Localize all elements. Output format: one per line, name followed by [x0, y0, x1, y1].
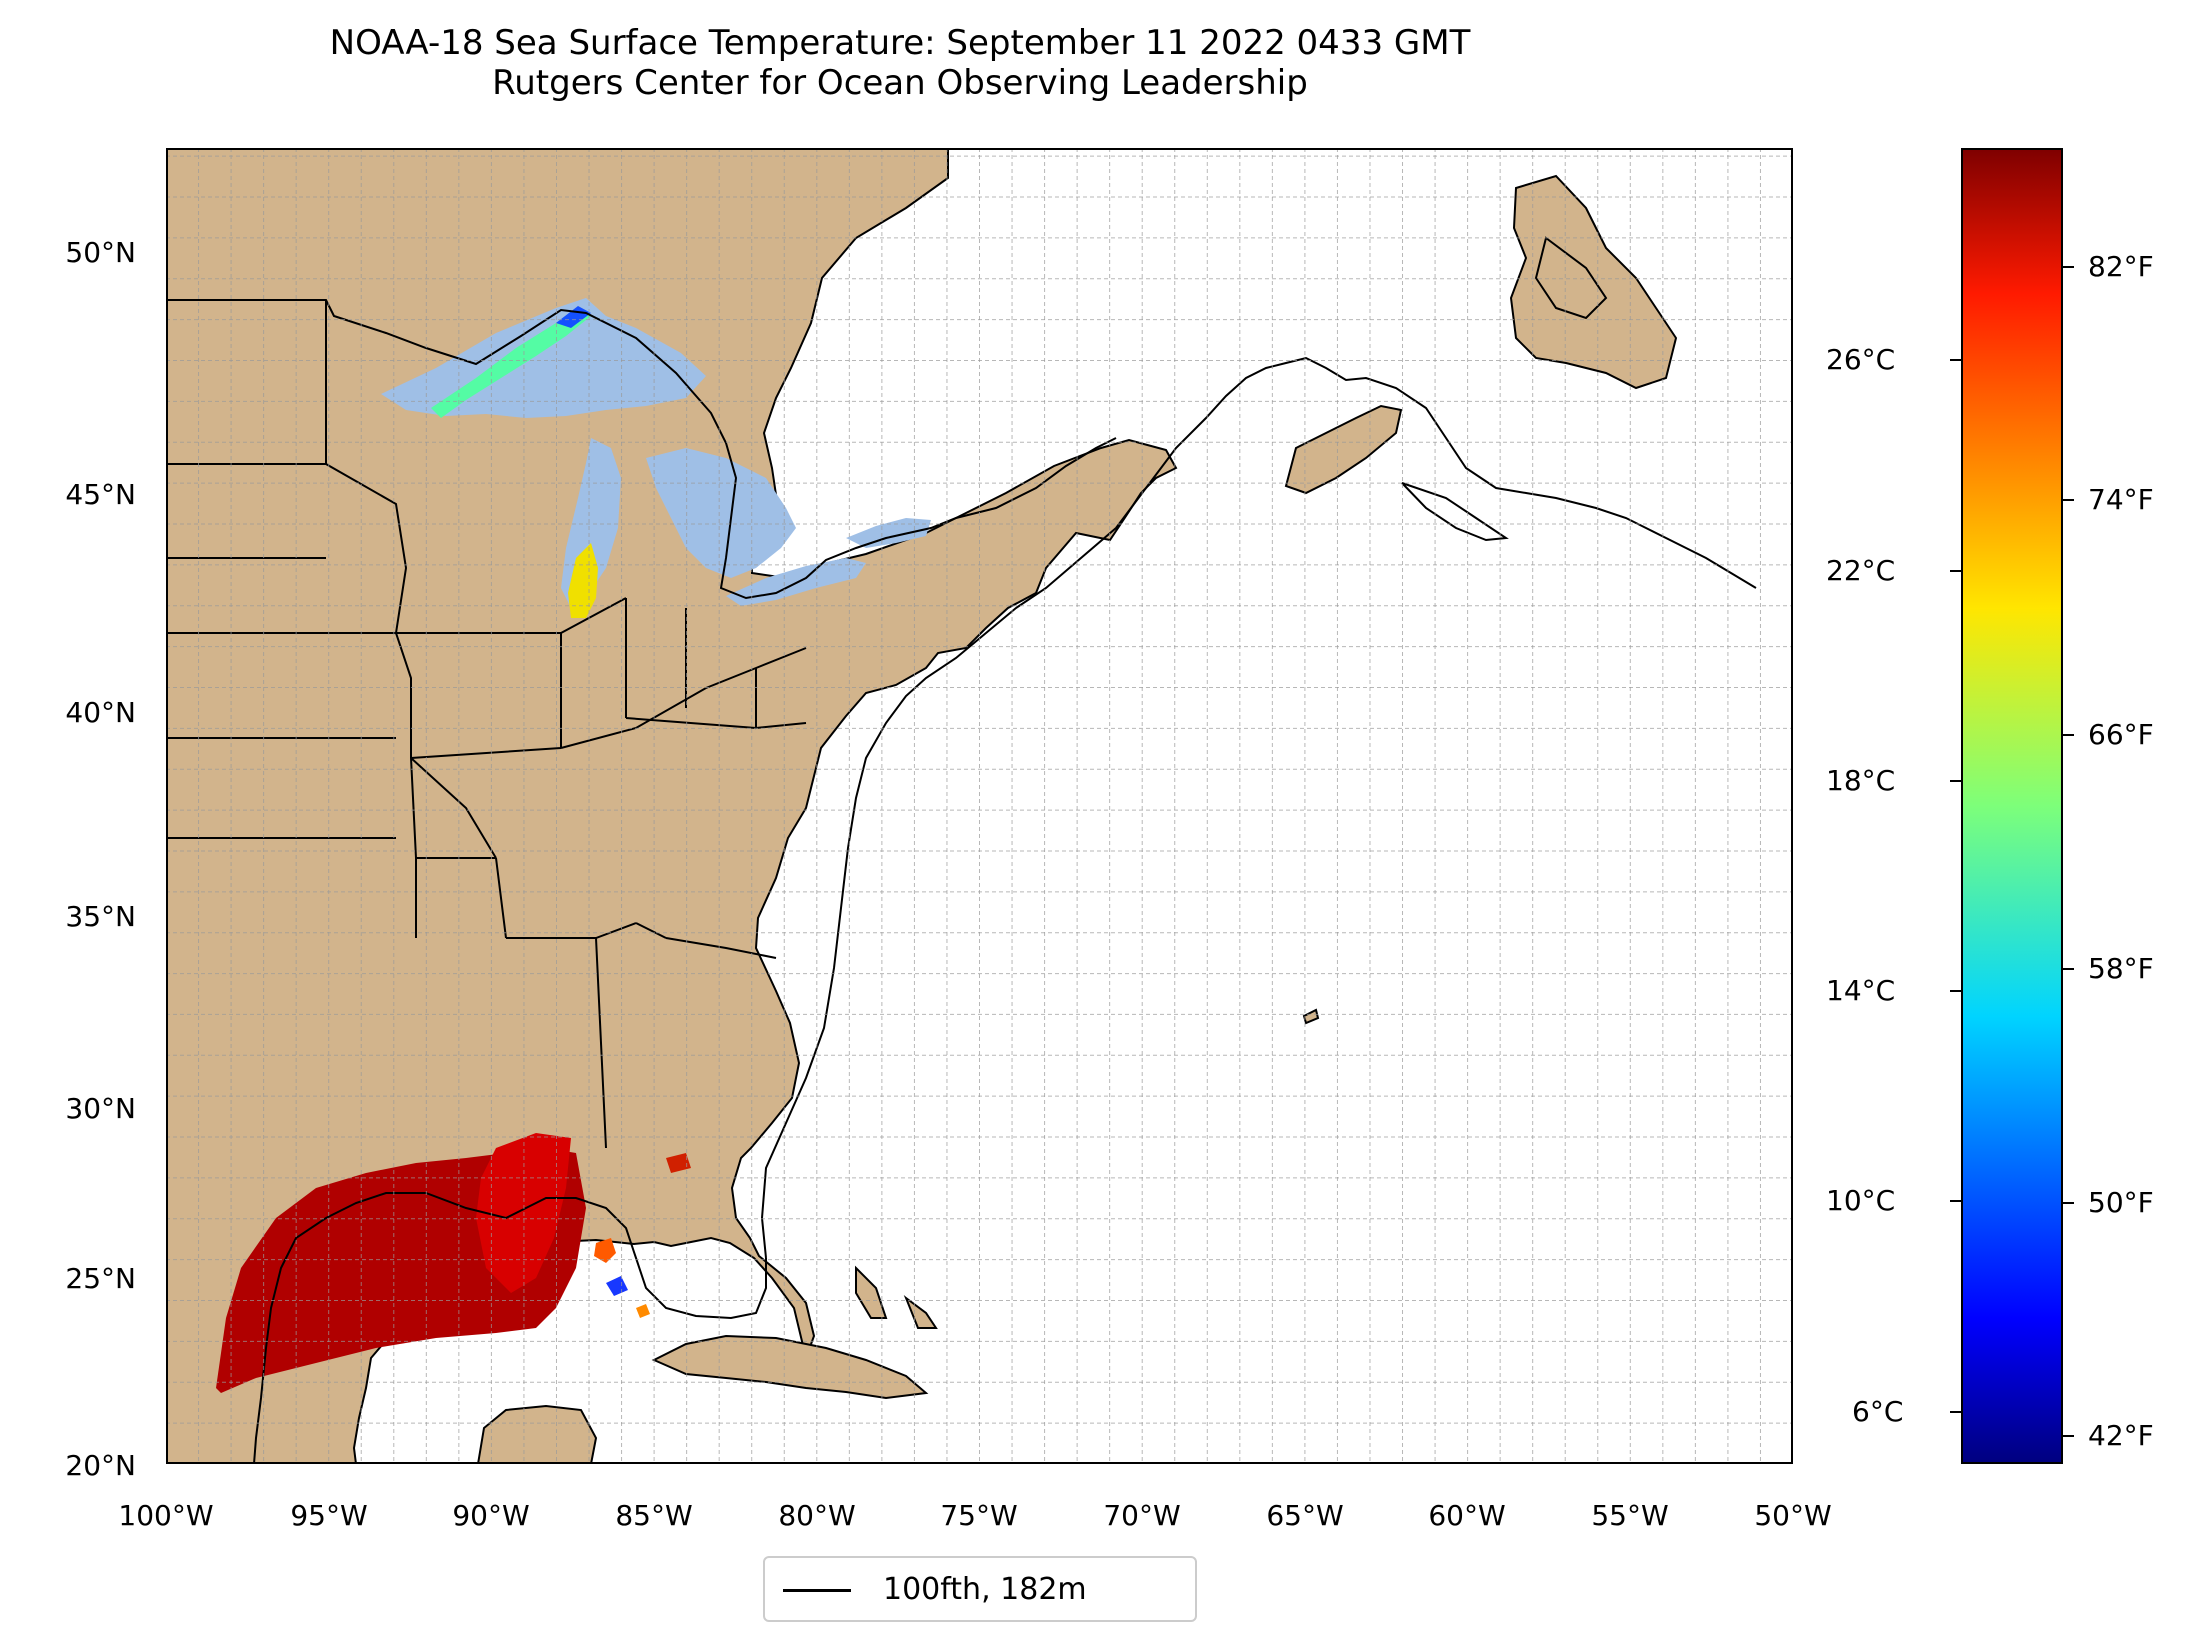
colorbar-fahrenheit-label: 58°F: [2088, 952, 2154, 985]
colorbar-celsius-label: 14°C: [1826, 974, 1896, 1007]
lat-label: 50°N: [65, 236, 136, 269]
colorbar-gradient: [1961, 148, 2063, 1464]
colorbar-celsius-label: 6°C: [1852, 1395, 1904, 1428]
legend-label: 100fth, 182m: [883, 1572, 1087, 1607]
lon-label: 50°W: [1754, 1499, 1832, 1532]
lon-label: 55°W: [1591, 1499, 1669, 1532]
lon-label: 60°W: [1428, 1499, 1506, 1532]
legend: 100fth, 182m: [763, 1556, 1197, 1622]
colorbar-fahrenheit-label: 82°F: [2088, 250, 2154, 283]
colorbar-fahrenheit-label: 42°F: [2088, 1419, 2154, 1452]
colorbar-fahrenheit-label: 74°F: [2088, 483, 2154, 516]
colorbar-celsius-label: 10°C: [1826, 1184, 1896, 1217]
lon-label: 70°W: [1103, 1499, 1181, 1532]
colorbar-celsius-label: 18°C: [1826, 764, 1896, 797]
chart-subtitle: Rutgers Center for Ocean Observing Leade…: [492, 63, 1308, 103]
colorbar-celsius-label: 22°C: [1826, 554, 1896, 587]
colorbar: [1961, 148, 2063, 1464]
lon-label: 90°W: [452, 1499, 530, 1532]
lat-label: 45°N: [65, 478, 136, 511]
lon-label: 85°W: [615, 1499, 693, 1532]
lon-label: 95°W: [290, 1499, 368, 1532]
lat-label: 20°N: [65, 1449, 136, 1482]
colorbar-fahrenheit-label: 50°F: [2088, 1186, 2154, 1219]
lon-label: 65°W: [1266, 1499, 1344, 1532]
colorbar-celsius-label: 26°C: [1826, 343, 1896, 376]
lat-label: 35°N: [65, 900, 136, 933]
lat-label: 25°N: [65, 1262, 136, 1295]
lat-label: 30°N: [65, 1092, 136, 1125]
colorbar-fahrenheit-label: 66°F: [2088, 718, 2154, 751]
chart-title: NOAA-18 Sea Surface Temperature: Septemb…: [329, 23, 1471, 63]
lon-label: 75°W: [940, 1499, 1018, 1532]
legend-line-swatch: [783, 1589, 851, 1592]
lat-label: 40°N: [65, 696, 136, 729]
lon-label: 100°W: [118, 1499, 214, 1532]
lon-label: 80°W: [778, 1499, 856, 1532]
sst-map: [166, 148, 1793, 1464]
